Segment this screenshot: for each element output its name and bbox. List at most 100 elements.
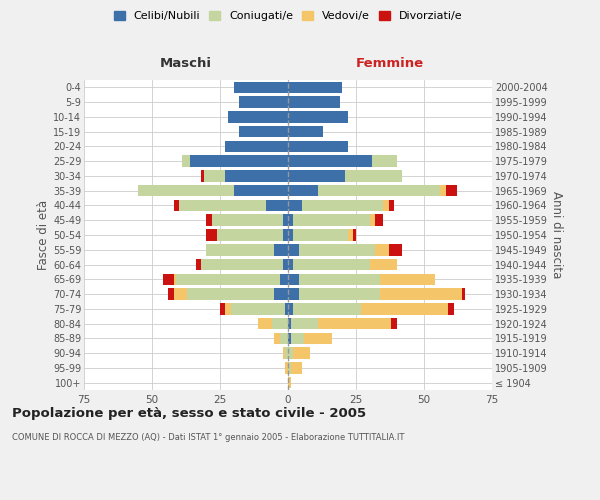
Bar (283, 214, 288, 226)
Bar (302, 200, 383, 211)
Bar (217, 229, 283, 241)
Bar (285, 362, 288, 374)
Bar (291, 362, 302, 374)
Bar (288, 274, 299, 285)
Bar (280, 274, 288, 285)
Bar (280, 332, 288, 344)
Bar (288, 318, 291, 330)
Bar (288, 82, 343, 93)
Bar (353, 229, 356, 241)
Text: COMUNE DI ROCCA DI MEZZO (AQ) - Dati ISTAT 1° gennaio 2005 - Elaborazione TUTTIT: COMUNE DI ROCCA DI MEZZO (AQ) - Dati IST… (12, 432, 404, 442)
Bar (299, 244, 375, 256)
Bar (233, 185, 288, 196)
Bar (318, 318, 391, 330)
Bar (187, 288, 274, 300)
Bar (206, 244, 274, 256)
Bar (274, 288, 288, 300)
Bar (293, 303, 361, 314)
Bar (283, 229, 288, 241)
Bar (226, 170, 288, 181)
Y-axis label: Fasce di età: Fasce di età (37, 200, 50, 270)
Bar (389, 200, 394, 211)
Bar (288, 96, 340, 108)
Bar (239, 96, 288, 108)
Bar (226, 303, 231, 314)
Bar (288, 244, 299, 256)
Bar (201, 259, 283, 270)
Text: Femmine: Femmine (356, 56, 424, 70)
Bar (228, 111, 288, 122)
Bar (293, 229, 348, 241)
Bar (391, 318, 397, 330)
Bar (226, 140, 288, 152)
Bar (288, 156, 373, 167)
Bar (174, 288, 187, 300)
Bar (203, 170, 226, 181)
Bar (288, 170, 345, 181)
Bar (288, 377, 291, 388)
Bar (231, 303, 285, 314)
Bar (293, 348, 310, 359)
Bar (370, 214, 375, 226)
Text: Maschi: Maschi (160, 56, 212, 70)
Bar (375, 244, 389, 256)
Bar (196, 259, 201, 270)
Bar (389, 244, 402, 256)
Bar (220, 303, 226, 314)
Bar (370, 259, 397, 270)
Bar (258, 318, 272, 330)
Bar (212, 214, 283, 226)
Bar (233, 82, 288, 93)
Y-axis label: Anni di nascita: Anni di nascita (550, 192, 563, 278)
Bar (291, 318, 318, 330)
Bar (373, 156, 397, 167)
Bar (288, 348, 293, 359)
Bar (283, 259, 288, 270)
Bar (288, 126, 323, 138)
Bar (288, 214, 293, 226)
Bar (440, 185, 446, 196)
Bar (174, 274, 176, 285)
Bar (285, 303, 288, 314)
Bar (288, 288, 299, 300)
Bar (163, 274, 174, 285)
Bar (169, 288, 174, 300)
Bar (448, 303, 454, 314)
Bar (293, 214, 370, 226)
Text: Popolazione per età, sesso e stato civile - 2005: Popolazione per età, sesso e stato civil… (12, 408, 366, 420)
Bar (383, 200, 389, 211)
Bar (201, 170, 203, 181)
Bar (299, 274, 380, 285)
Bar (288, 259, 293, 270)
Bar (380, 274, 435, 285)
Bar (139, 185, 233, 196)
Bar (345, 170, 402, 181)
Bar (288, 185, 318, 196)
Bar (272, 318, 288, 330)
Bar (380, 288, 462, 300)
Bar (206, 229, 217, 241)
Bar (239, 126, 288, 138)
Bar (318, 185, 440, 196)
Bar (283, 348, 285, 359)
Bar (299, 288, 380, 300)
Bar (190, 156, 288, 167)
Bar (462, 288, 465, 300)
Bar (361, 303, 448, 314)
Bar (288, 140, 348, 152)
Bar (288, 200, 302, 211)
Bar (288, 303, 293, 314)
Bar (293, 259, 370, 270)
Bar (285, 348, 288, 359)
Bar (174, 200, 179, 211)
Legend: Celibi/Nubili, Coniugati/e, Vedovi/e, Divorziati/e: Celibi/Nubili, Coniugati/e, Vedovi/e, Di… (113, 10, 463, 21)
Bar (274, 244, 288, 256)
Bar (266, 200, 288, 211)
Bar (182, 156, 190, 167)
Bar (291, 332, 304, 344)
Bar (288, 362, 291, 374)
Bar (348, 229, 353, 241)
Bar (304, 332, 332, 344)
Bar (375, 214, 383, 226)
Bar (274, 332, 280, 344)
